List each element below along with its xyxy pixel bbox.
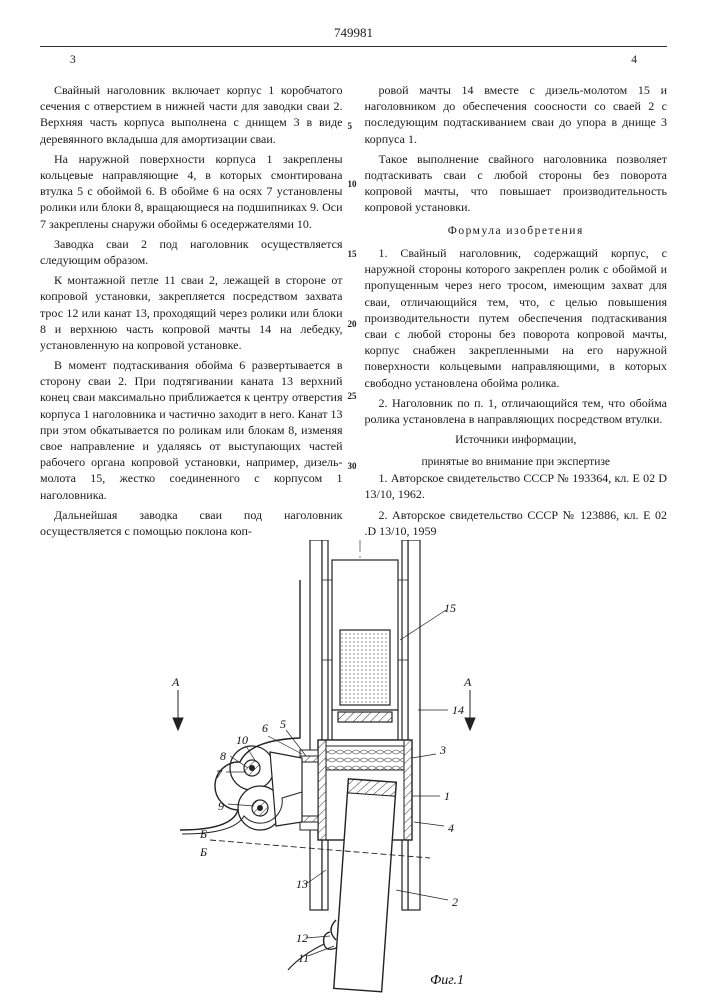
text-columns: Свайный наголовник включает корпус 1 кор… — [40, 82, 667, 543]
left-column: Свайный наголовник включает корпус 1 кор… — [40, 82, 343, 543]
fig-label: 12 — [296, 931, 308, 945]
fig-label: 6 — [262, 721, 268, 735]
source-ref: 2. Авторское свидетельство СССР № 123886… — [365, 507, 668, 539]
section-label: А — [463, 675, 472, 689]
figure-caption: Фиг.1 — [430, 973, 464, 988]
fig-label: 8 — [220, 749, 226, 763]
paragraph: ровой мачты 14 вместе с дизель-молотом 1… — [365, 82, 668, 147]
paragraph: На наружной поверхности корпуса 1 закреп… — [40, 151, 343, 232]
section-label: Б — [199, 827, 207, 841]
line-marker: 5 — [348, 120, 353, 132]
fig-label: 13 — [296, 877, 308, 891]
fig-label: 11 — [298, 951, 309, 965]
paragraph: Такое выполнение свайного наголовника по… — [365, 151, 668, 216]
line-marker: 20 — [348, 318, 357, 330]
fig-label: 4 — [448, 821, 454, 835]
fig-label: 3 — [439, 743, 446, 757]
page-number-right: 4 — [631, 53, 637, 69]
paragraph: Заводка сваи 2 под наголовник осуществля… — [40, 236, 343, 268]
paragraph: В момент подтаскивания обойма 6 разверты… — [40, 357, 343, 503]
line-marker: 15 — [348, 248, 357, 260]
paragraph: Свайный наголовник включает корпус 1 кор… — [40, 82, 343, 147]
section-label: Б — [199, 845, 207, 859]
fig-label: 1 — [444, 789, 450, 803]
fig-label: 5 — [280, 717, 286, 731]
fig-label: 2 — [452, 895, 458, 909]
fig-label: 7 — [216, 767, 223, 781]
line-marker: 25 — [348, 390, 357, 402]
fig-label: 15 — [444, 601, 456, 615]
fig-label: 10 — [236, 733, 248, 747]
claim: 2. Наголовник по п. 1, отличающийся тем,… — [365, 395, 668, 427]
line-marker: 30 — [348, 460, 357, 472]
figure-1: 15 14 3 1 4 2 6 5 10 8 7 9 13 12 11 А А … — [0, 540, 707, 1000]
claim: 1. Свайный наголовник, содержащий корпус… — [365, 245, 668, 391]
source-ref: 1. Авторское свидетельство СССР № 193364… — [365, 470, 668, 502]
sources-title: Источники информации, — [365, 433, 668, 449]
line-marker: 10 — [348, 178, 357, 190]
right-column: ровой мачты 14 вместе с дизель-молотом 1… — [365, 82, 668, 543]
paragraph: Дальнейшая заводка сваи под наголовник о… — [40, 507, 343, 539]
section-label: А — [171, 675, 180, 689]
fig-label: 9 — [218, 799, 224, 813]
claims-title: Формула изобретения — [365, 224, 668, 240]
sources-title: принятые во внимание при экспертизе — [365, 455, 668, 471]
fig-label: 14 — [452, 703, 464, 717]
page-number-left: 3 — [70, 53, 76, 69]
paragraph: К монтажной петле 11 сваи 2, лежащей в с… — [40, 272, 343, 353]
patent-number: 749981 — [40, 24, 667, 47]
